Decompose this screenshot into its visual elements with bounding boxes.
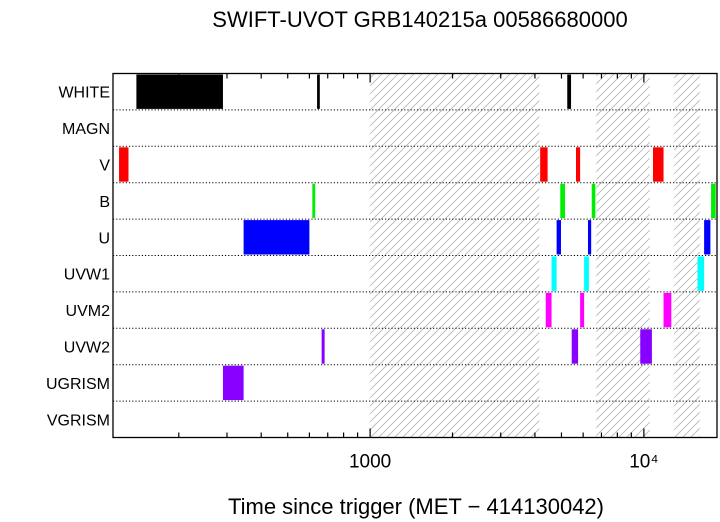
observing-gaps (370, 73, 700, 438)
plot-frame (112, 72, 718, 439)
exposure-bar-uvm2 (580, 292, 585, 328)
row-label-uvm2: UVM2 (66, 303, 111, 320)
exposure-bar-b (560, 183, 565, 219)
row-label-ugrism: UGRISM (46, 376, 110, 393)
exposure-bar-white (317, 74, 320, 109)
exposure-bar-uvw2 (571, 329, 579, 364)
row-label-magn: MAGN (62, 121, 110, 138)
exposure-bar-v (119, 147, 129, 182)
row-label-vgrism: VGRISM (47, 412, 110, 429)
exposure-bar-v (653, 147, 664, 182)
row-label-uvw2: UVW2 (64, 340, 110, 357)
exposure-bar-u (243, 220, 310, 255)
exposure-bar-u (556, 220, 561, 255)
exposure-bar-uvw1 (697, 256, 705, 291)
row-label-b: B (99, 194, 110, 211)
exposure-bar-b (312, 183, 316, 219)
chart-title: SWIFT-UVOT GRB140215a 00586680000 (212, 7, 627, 32)
exposure-bar-uvm2 (663, 292, 672, 328)
exposure-bar-v (540, 147, 548, 182)
exposure-bar-u (704, 220, 711, 255)
exposure-bar-uvm2 (545, 292, 552, 328)
exposure-bar-white (136, 74, 223, 109)
row-label-u: U (98, 230, 110, 247)
row-separators (113, 109, 717, 402)
exposure-bar-uvw1 (551, 256, 557, 291)
exposure-bar-uvw2 (640, 329, 652, 364)
x-axis-label: Time since trigger (MET − 414130042) (228, 494, 604, 519)
row-label-white: WHITE (58, 85, 110, 102)
row-label-v: V (99, 158, 110, 175)
exposure-bar-b (711, 183, 716, 219)
exposure-bar-b (591, 183, 596, 219)
exposure-bar-ugrism (222, 365, 244, 401)
x-tick-label: 10⁴ (629, 452, 658, 473)
x-tick-label: 1000 (349, 452, 391, 473)
exposure-bar-u (587, 220, 592, 255)
row-label-uvw1: UVW1 (64, 267, 110, 284)
row-labels: WHITE MAGN V B U UVW1 UVM2 UVW2 UGRISM VGRISM (46, 85, 110, 430)
x-axis-ticks: 1000 10⁴ (178, 73, 659, 473)
exposure-bar-uvw2 (321, 329, 325, 364)
exposure-bar-v (575, 147, 581, 182)
exposure-bars (119, 74, 716, 401)
exposure-bar-white (567, 74, 572, 109)
exposure-bar-uvw1 (584, 256, 589, 291)
